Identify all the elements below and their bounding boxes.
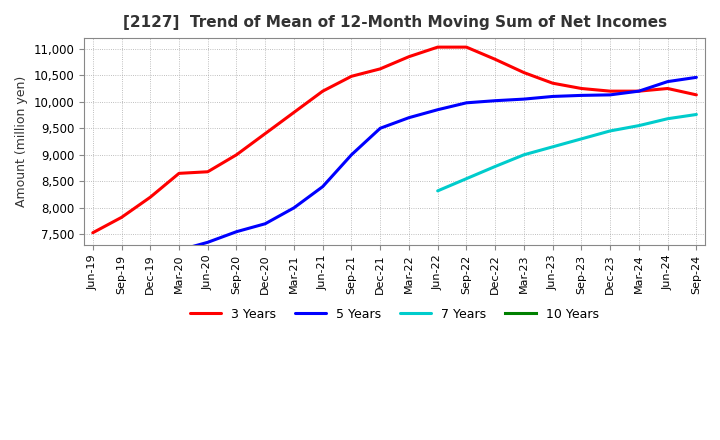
Legend: 3 Years, 5 Years, 7 Years, 10 Years: 3 Years, 5 Years, 7 Years, 10 Years <box>185 303 604 326</box>
Y-axis label: Amount (million yen): Amount (million yen) <box>15 76 28 207</box>
Title: [2127]  Trend of Mean of 12-Month Moving Sum of Net Incomes: [2127] Trend of Mean of 12-Month Moving … <box>122 15 667 30</box>
